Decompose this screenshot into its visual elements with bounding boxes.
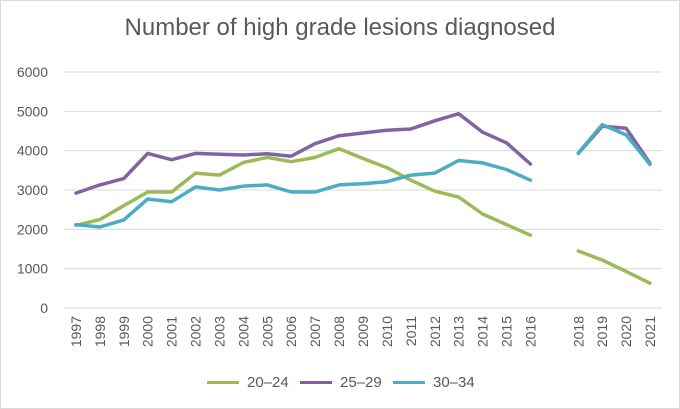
legend-swatch xyxy=(300,380,332,384)
series-lines xyxy=(74,111,652,285)
y-axis-ticks: 0 1000 2000 3000 4000 5000 6000 xyxy=(17,64,48,316)
x-tick-label: 2013 xyxy=(451,316,467,347)
legend-label: 25–29 xyxy=(340,373,382,391)
x-tick-label: 2015 xyxy=(499,316,515,347)
y-tick-label: 3000 xyxy=(17,182,48,198)
x-tick-label: 2016 xyxy=(522,316,538,347)
x-tick-label: 1997 xyxy=(68,316,84,347)
series-line-2 xyxy=(74,111,652,195)
legend-swatch xyxy=(207,380,239,384)
y-tick-label: 5000 xyxy=(17,103,48,119)
x-tick-label: 2002 xyxy=(188,316,204,347)
x-tick-label: 2010 xyxy=(379,316,395,347)
chart-title: Number of high grade lesions diagnosed xyxy=(124,14,556,41)
x-tick-label: 2021 xyxy=(642,316,658,347)
x-tick-label: 2020 xyxy=(618,316,634,347)
x-tick-label: 2009 xyxy=(355,316,371,347)
x-tick-label: 2014 xyxy=(475,316,491,347)
x-tick-label: 2012 xyxy=(427,316,443,347)
series-line-3 xyxy=(74,122,652,229)
x-tick-label: 2000 xyxy=(140,316,156,347)
y-tick-label: 1000 xyxy=(17,261,48,277)
legend-item: 20–24 xyxy=(207,372,289,392)
legend-label: 20–24 xyxy=(247,373,289,391)
x-tick-label: 2001 xyxy=(164,316,180,347)
x-tick-label: 2011 xyxy=(403,316,419,346)
y-tick-label: 0 xyxy=(40,300,48,316)
x-tick-label: 2004 xyxy=(235,316,251,347)
y-tick-label: 4000 xyxy=(17,143,48,159)
y-tick-label: 2000 xyxy=(17,221,48,237)
legend-swatch xyxy=(393,380,425,384)
legend-item: 30–34 xyxy=(393,372,475,392)
legend-label: 30–34 xyxy=(433,373,475,391)
x-tick-label: 1999 xyxy=(116,316,132,347)
gridlines xyxy=(64,71,662,309)
x-tick-label: 2005 xyxy=(259,316,275,347)
x-tick-label: 2008 xyxy=(331,316,347,347)
x-tick-label: 2003 xyxy=(211,316,227,347)
y-tick-label: 6000 xyxy=(17,64,48,80)
x-tick-label: 2007 xyxy=(307,316,323,347)
series-line-1 xyxy=(74,146,652,285)
legend-item: 25–29 xyxy=(300,372,382,392)
x-tick-label: 1998 xyxy=(92,316,108,347)
x-tick-label: 2006 xyxy=(283,316,299,347)
legend: 20–24 25–29 30–34 xyxy=(0,372,680,392)
x-tick-label: 2018 xyxy=(570,316,586,347)
x-tick-label: 2019 xyxy=(594,316,610,347)
x-axis-ticks: 1997 1998 1999 2000 2001 2002 2003 2004 2005 2006… xyxy=(68,316,658,347)
